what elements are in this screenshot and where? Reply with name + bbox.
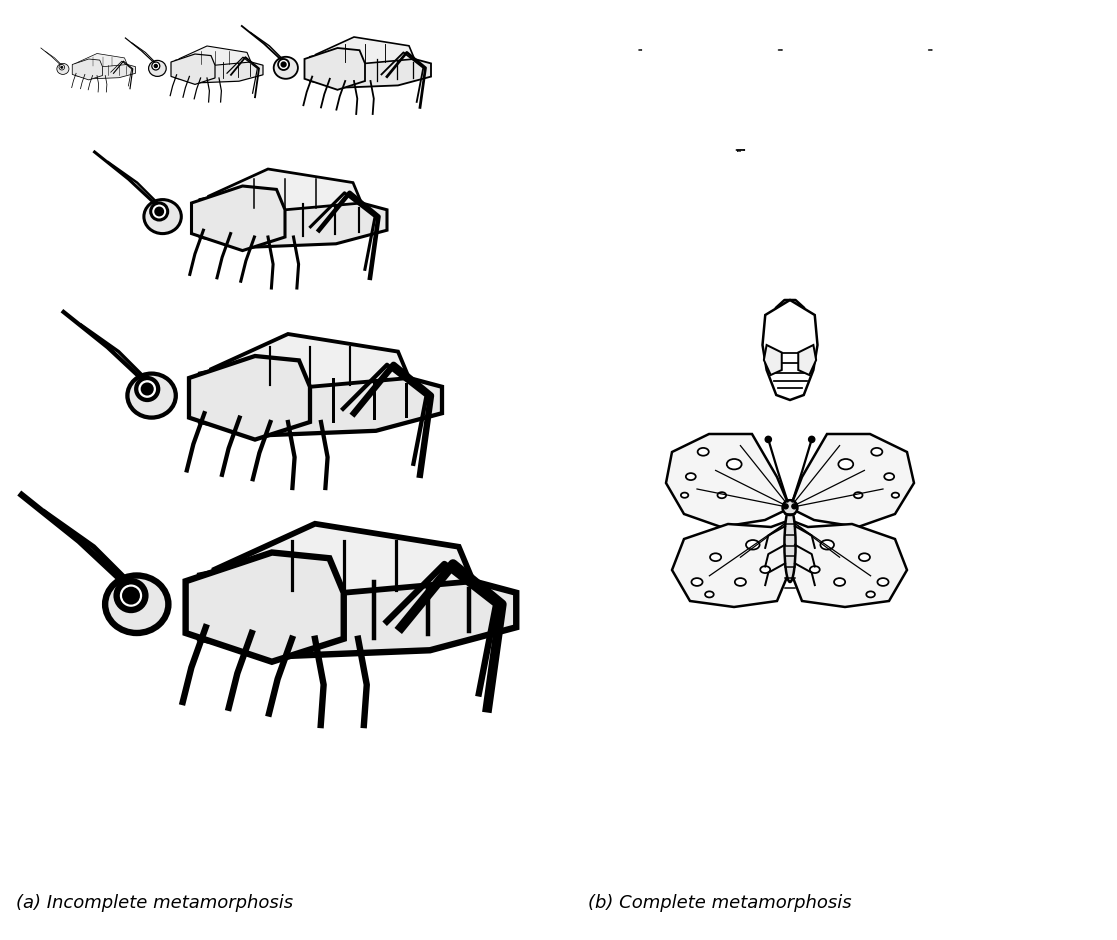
Circle shape (136, 378, 159, 400)
Ellipse shape (274, 56, 298, 79)
Polygon shape (790, 520, 907, 607)
Ellipse shape (698, 447, 709, 456)
Ellipse shape (735, 578, 746, 586)
Polygon shape (764, 345, 782, 375)
Polygon shape (315, 37, 414, 63)
Ellipse shape (810, 566, 820, 573)
Circle shape (152, 62, 160, 70)
Ellipse shape (859, 554, 870, 561)
Ellipse shape (834, 578, 846, 586)
Circle shape (116, 581, 145, 610)
Ellipse shape (885, 473, 895, 480)
Polygon shape (211, 334, 409, 386)
Ellipse shape (705, 591, 714, 598)
Circle shape (765, 436, 772, 443)
Polygon shape (763, 300, 818, 400)
Polygon shape (200, 360, 442, 435)
Polygon shape (175, 55, 262, 83)
Ellipse shape (149, 60, 166, 76)
Polygon shape (666, 434, 790, 527)
Ellipse shape (681, 493, 688, 498)
Ellipse shape (891, 493, 899, 498)
Circle shape (59, 65, 65, 70)
Text: (b) Complete metamorphosis: (b) Complete metamorphosis (589, 894, 852, 912)
Ellipse shape (839, 459, 853, 469)
Circle shape (809, 436, 814, 443)
Polygon shape (75, 60, 135, 79)
Polygon shape (191, 186, 285, 251)
Circle shape (783, 500, 798, 515)
Polygon shape (185, 553, 344, 662)
Ellipse shape (686, 473, 696, 480)
Ellipse shape (746, 540, 760, 550)
Polygon shape (209, 195, 344, 224)
Polygon shape (790, 434, 914, 527)
Polygon shape (78, 54, 127, 67)
Polygon shape (73, 59, 103, 80)
Circle shape (60, 66, 63, 69)
Polygon shape (311, 50, 431, 87)
Ellipse shape (144, 199, 181, 234)
Circle shape (281, 62, 286, 67)
Ellipse shape (127, 373, 175, 417)
Circle shape (155, 208, 163, 215)
Circle shape (125, 590, 136, 602)
Ellipse shape (871, 447, 882, 456)
Circle shape (783, 504, 789, 509)
Ellipse shape (710, 554, 722, 561)
Circle shape (154, 65, 157, 68)
Polygon shape (214, 567, 445, 616)
Ellipse shape (57, 63, 69, 74)
Polygon shape (315, 54, 403, 72)
Ellipse shape (878, 578, 889, 586)
Ellipse shape (853, 493, 862, 498)
Ellipse shape (691, 578, 703, 586)
Polygon shape (672, 520, 790, 607)
Polygon shape (200, 558, 516, 656)
Text: (a) Incomplete metamorphosis: (a) Incomplete metamorphosis (17, 894, 294, 912)
Ellipse shape (867, 591, 875, 598)
Ellipse shape (761, 566, 770, 573)
Circle shape (278, 59, 289, 70)
Polygon shape (171, 54, 214, 85)
Polygon shape (78, 62, 122, 71)
Polygon shape (200, 189, 386, 247)
Polygon shape (799, 345, 817, 375)
Ellipse shape (105, 575, 169, 633)
Polygon shape (211, 367, 386, 404)
Polygon shape (305, 48, 365, 90)
Ellipse shape (717, 493, 726, 498)
Ellipse shape (727, 459, 742, 469)
Circle shape (792, 504, 796, 509)
Polygon shape (189, 356, 311, 440)
Circle shape (143, 384, 152, 394)
Polygon shape (209, 169, 362, 210)
Ellipse shape (784, 508, 795, 582)
Polygon shape (179, 46, 251, 65)
Ellipse shape (820, 540, 834, 550)
Polygon shape (179, 58, 244, 71)
Polygon shape (214, 524, 474, 593)
Circle shape (151, 203, 168, 220)
